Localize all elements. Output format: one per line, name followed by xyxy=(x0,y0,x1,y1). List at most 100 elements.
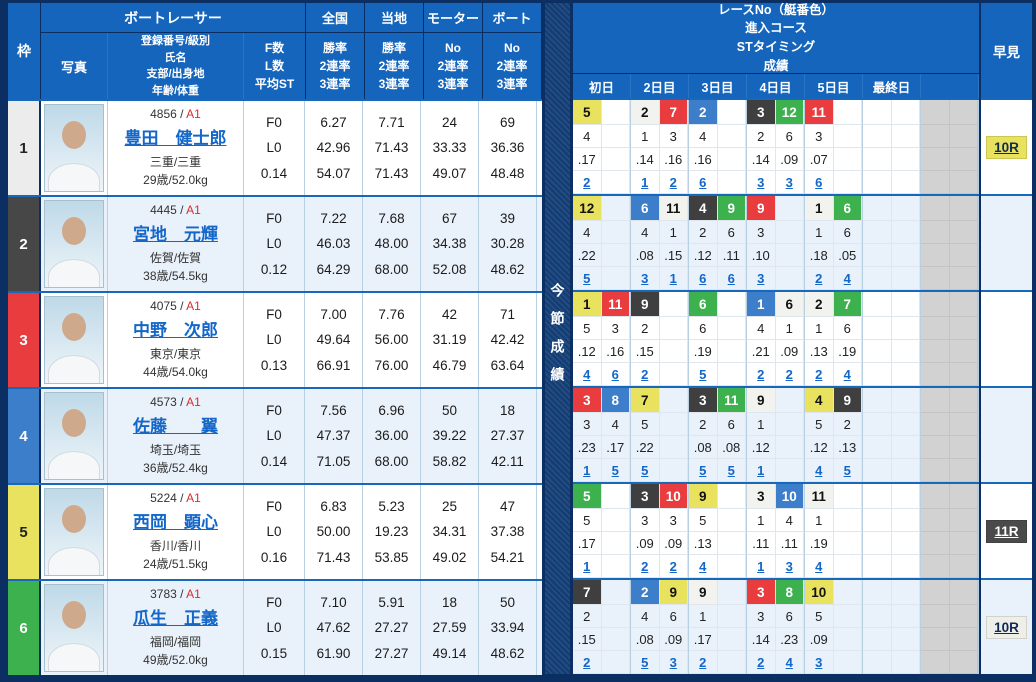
result-link[interactable]: 6 xyxy=(699,174,707,190)
st-row xyxy=(921,628,978,651)
racer-photo[interactable] xyxy=(44,488,104,576)
racer-profile: 5224 / A1 西岡 顕心 香川/香川 24歳/51.5kg xyxy=(108,485,244,579)
racer-name-link[interactable]: 瓜生 正義 xyxy=(133,609,218,628)
course-cell: 3 xyxy=(659,509,688,532)
result-link[interactable]: 5 xyxy=(611,462,619,478)
result-link[interactable]: 6 xyxy=(727,270,735,286)
result-link[interactable]: 2 xyxy=(785,366,793,382)
result-link[interactable]: 4 xyxy=(815,558,823,574)
racer-name-link[interactable]: 中野 次郎 xyxy=(133,321,218,340)
result-link[interactable]: 2 xyxy=(699,654,707,670)
result-link[interactable]: 3 xyxy=(757,174,765,190)
result-link[interactable]: 2 xyxy=(815,270,823,286)
result-link[interactable]: 2 xyxy=(815,366,823,382)
result-link[interactable]: 5 xyxy=(583,270,591,286)
result-link[interactable]: 5 xyxy=(641,462,649,478)
result-link[interactable]: 1 xyxy=(641,174,649,190)
empty-cell xyxy=(891,628,920,651)
st-timing-cell: .17 xyxy=(689,628,718,651)
racer-photo[interactable] xyxy=(44,584,104,672)
st-timing-cell: .11 xyxy=(747,532,776,555)
result-link[interactable]: 2 xyxy=(583,174,591,190)
header-line: 進入コース xyxy=(745,21,807,36)
stat-value: 39 xyxy=(499,210,516,226)
racer-photo[interactable] xyxy=(44,296,104,384)
day-column: 9 1.12 1 xyxy=(747,388,805,482)
race-number-cell: 10 xyxy=(659,484,688,509)
result-link[interactable]: 1 xyxy=(583,462,591,478)
hayami-race-link[interactable]: 10R xyxy=(986,615,1027,639)
result-link[interactable]: 6 xyxy=(699,270,707,286)
racer-name-link[interactable]: 豊田 健士郎 xyxy=(124,129,227,148)
result-link[interactable]: 5 xyxy=(699,366,707,382)
result-link[interactable]: 2 xyxy=(641,558,649,574)
stat-value: 27.27 xyxy=(374,645,409,661)
result-link[interactable]: 2 xyxy=(583,654,591,670)
result-row: 2 xyxy=(573,171,630,194)
stat-value: 48.62 xyxy=(490,261,525,277)
st-row: .22 xyxy=(573,244,630,267)
result-link[interactable]: 5 xyxy=(727,462,735,478)
hayami-race-link[interactable]: 10R xyxy=(986,135,1027,159)
day-column: 2 7 1 3.14.16 1 2 xyxy=(631,100,689,194)
result-link[interactable]: 3 xyxy=(815,654,823,670)
result-link[interactable]: 2 xyxy=(757,366,765,382)
course-cell: 6 xyxy=(659,605,688,628)
result-link[interactable]: 2 xyxy=(757,654,765,670)
result-link[interactable]: 6 xyxy=(611,366,619,382)
result-link[interactable]: 6 xyxy=(815,174,823,190)
race-number-row xyxy=(863,484,920,509)
stat-value: 25 xyxy=(441,498,458,514)
empty-cell xyxy=(659,436,688,459)
race-number-row xyxy=(863,388,920,413)
result-link[interactable]: 4 xyxy=(843,270,851,286)
registration-class: 4075 / A1 xyxy=(150,299,201,313)
result-link[interactable]: 2 xyxy=(669,174,677,190)
racer-name-link[interactable]: 宮地 元輝 xyxy=(133,225,218,244)
result-link[interactable]: 5 xyxy=(641,654,649,670)
result-link[interactable]: 4 xyxy=(785,654,793,670)
racer-name-link[interactable]: 西岡 顕心 xyxy=(133,513,218,532)
racer-photo[interactable] xyxy=(44,104,104,192)
frame-number: 1 xyxy=(8,101,41,195)
racer-photo[interactable] xyxy=(44,200,104,288)
racer-name-link[interactable]: 佐藤 翼 xyxy=(133,417,218,436)
hayami-race-link[interactable]: 11R xyxy=(986,519,1027,543)
result-link[interactable]: 5 xyxy=(843,462,851,478)
empty-cell xyxy=(833,555,862,578)
empty-cell xyxy=(891,292,920,317)
header-line: 登録番号/級別 xyxy=(140,35,211,47)
empty-cell xyxy=(717,317,746,340)
fl-st-cell: F0 L0 0.16 xyxy=(244,485,305,579)
empty-cell xyxy=(863,363,892,386)
stat-value: 52.08 xyxy=(432,261,467,277)
stat-value: 50 xyxy=(499,594,516,610)
registration-number: 4856 / xyxy=(150,107,187,121)
stat-value: F0 xyxy=(266,306,282,322)
result-cell: 5 xyxy=(601,459,630,482)
result-link[interactable]: 2 xyxy=(641,366,649,382)
result-row xyxy=(863,267,920,290)
result-cell: 3 xyxy=(631,267,660,290)
result-cell: 3 xyxy=(747,171,776,194)
result-link[interactable]: 3 xyxy=(785,174,793,190)
racer-photo[interactable] xyxy=(44,392,104,480)
result-link[interactable]: 4 xyxy=(815,462,823,478)
result-link[interactable]: 5 xyxy=(699,462,707,478)
result-link[interactable]: 1 xyxy=(669,270,677,286)
result-link[interactable]: 3 xyxy=(757,270,765,286)
result-link[interactable]: 3 xyxy=(669,654,677,670)
result-link[interactable]: 1 xyxy=(757,558,765,574)
result-link[interactable]: 4 xyxy=(583,366,591,382)
result-link[interactable]: 1 xyxy=(583,558,591,574)
branch-hometown: 三重/三重 xyxy=(149,155,202,169)
result-link[interactable]: 4 xyxy=(699,558,707,574)
result-link[interactable]: 1 xyxy=(757,462,765,478)
st-timing-cell: .09 xyxy=(775,148,804,171)
result-link[interactable]: 3 xyxy=(785,558,793,574)
result-link[interactable]: 2 xyxy=(669,558,677,574)
result-link[interactable]: 4 xyxy=(843,366,851,382)
result-link[interactable]: 3 xyxy=(641,270,649,286)
st-timing-cell: .17 xyxy=(573,148,602,171)
